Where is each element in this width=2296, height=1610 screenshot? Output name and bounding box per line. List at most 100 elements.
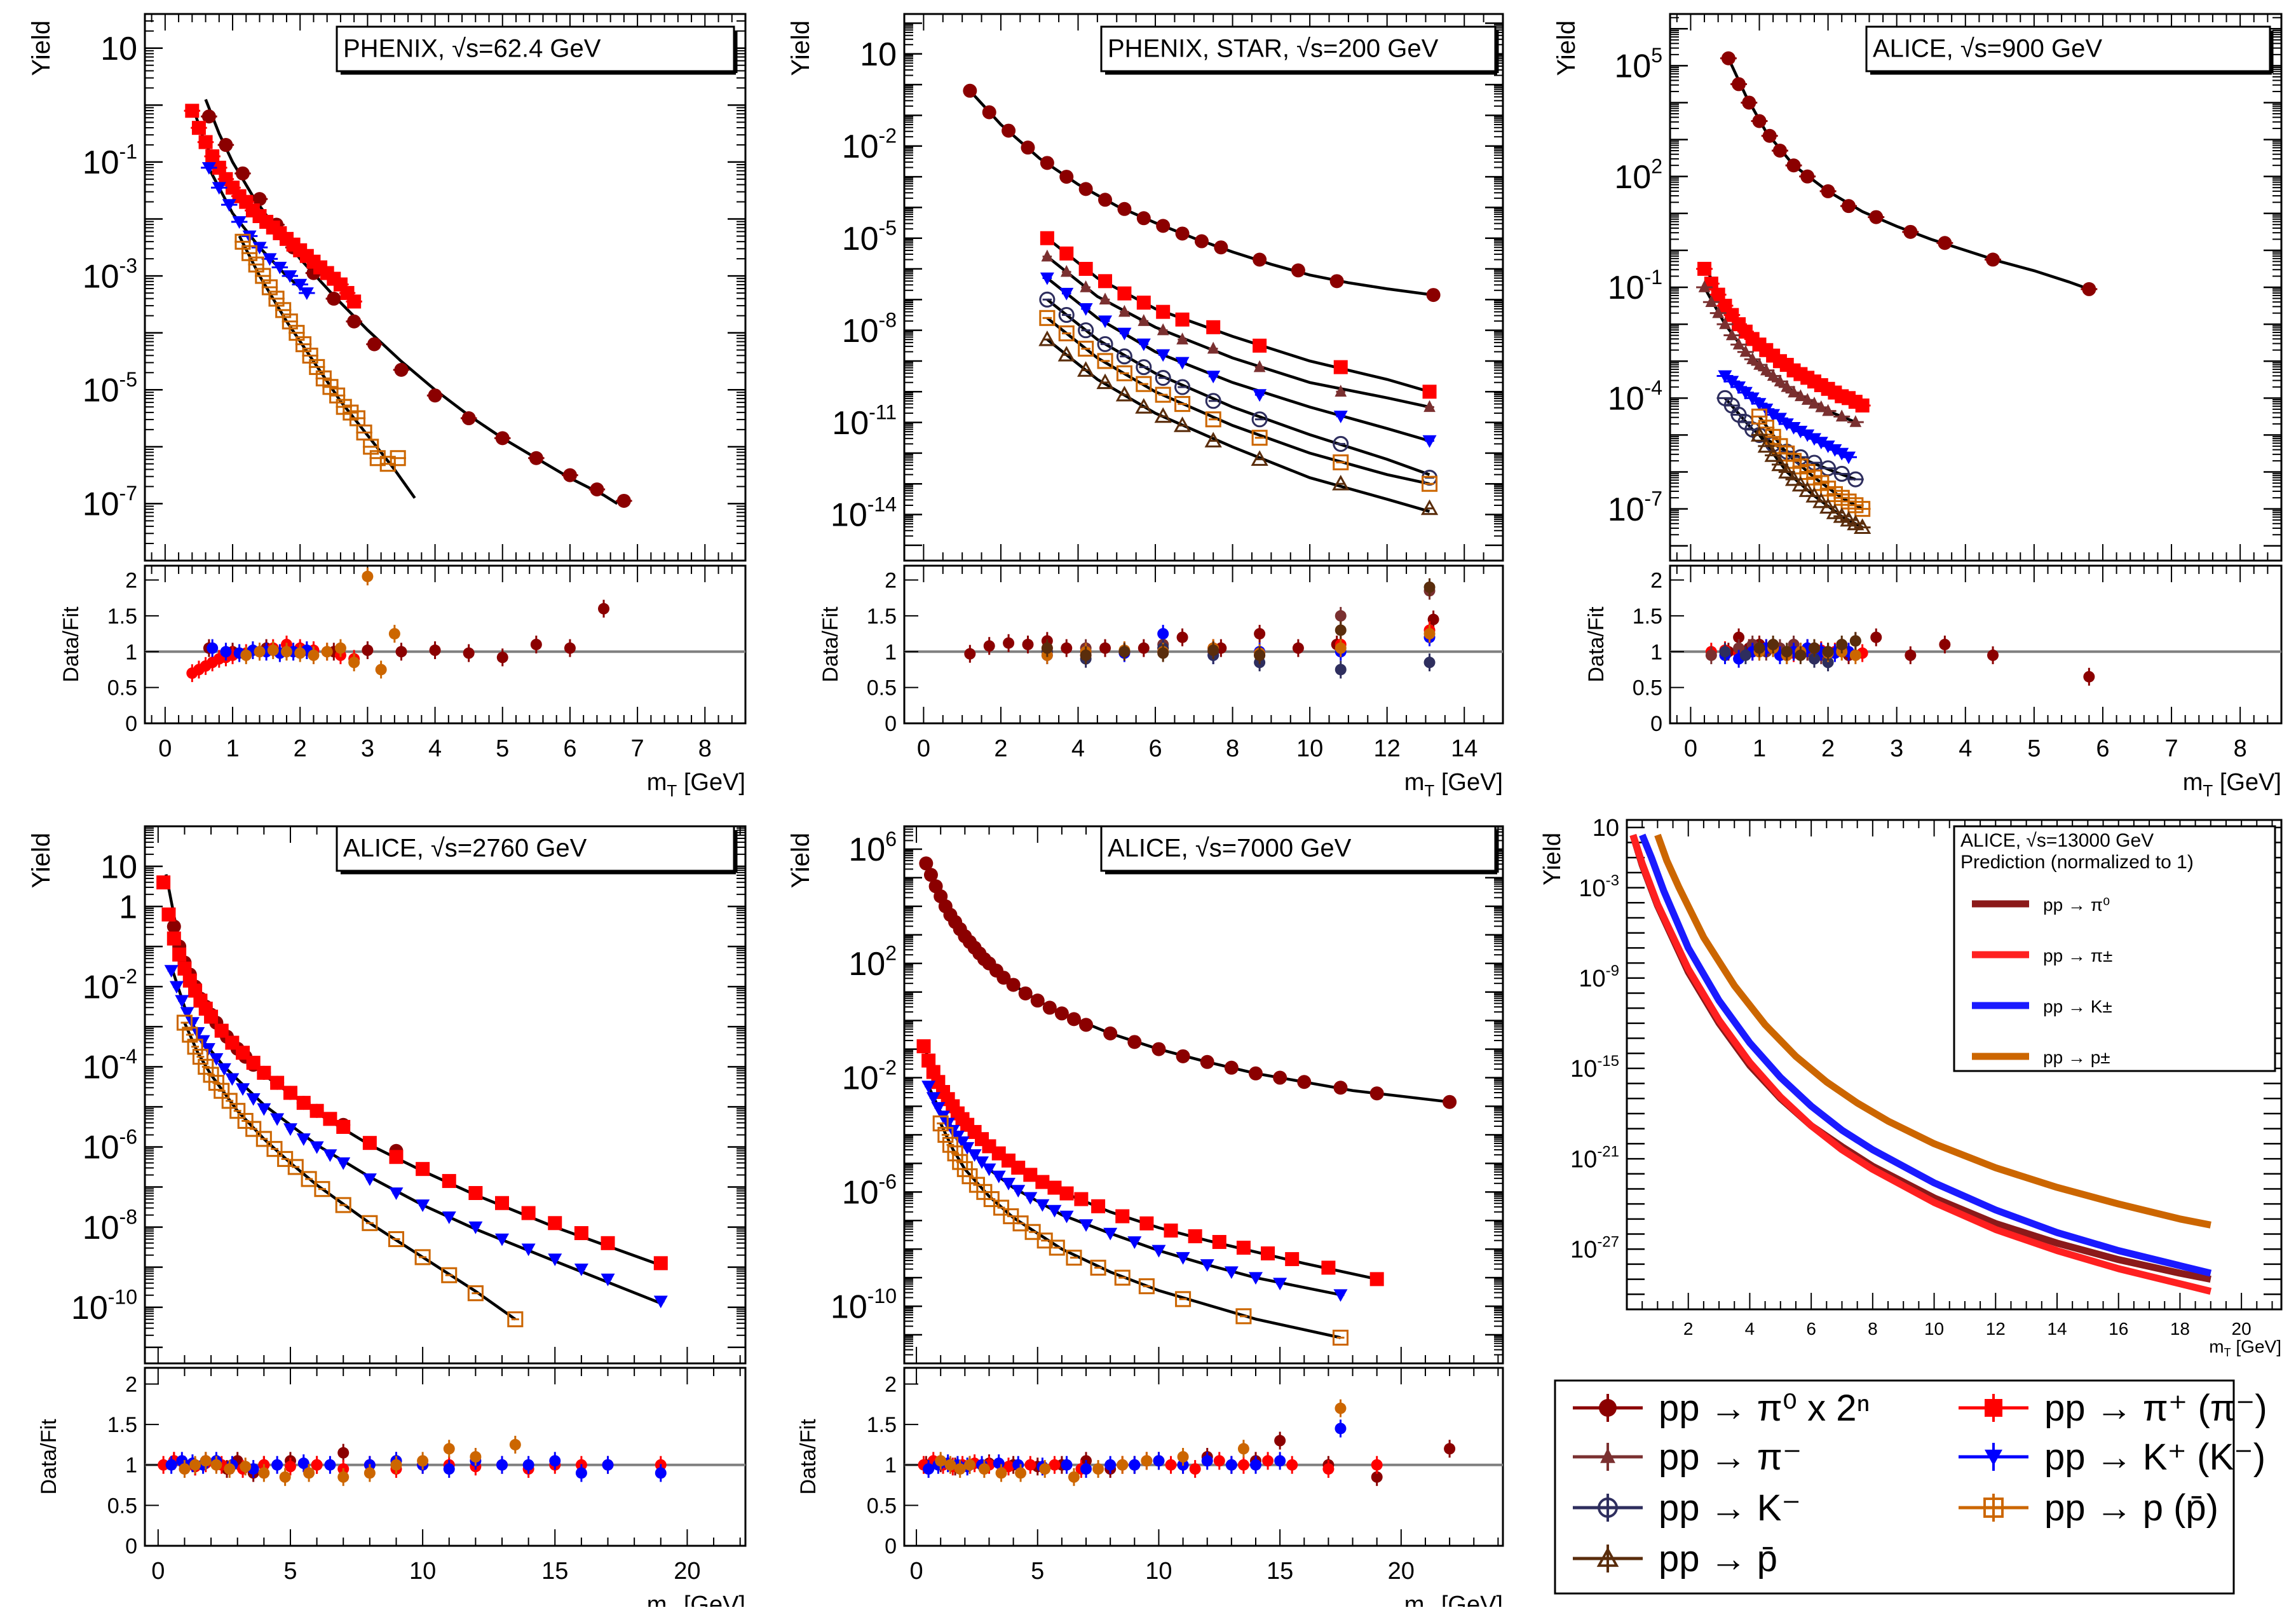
y-tick-label: 10-8 [83, 1205, 137, 1246]
ratio-point [1781, 646, 1793, 658]
ratio-point [297, 1457, 309, 1470]
data-point [1175, 226, 1190, 241]
ratio-axis-title: Data/Fit [59, 606, 83, 683]
ratio-point [324, 1459, 336, 1471]
title-box [1100, 25, 1497, 72]
data-point [257, 1065, 271, 1080]
data-point [590, 482, 604, 497]
data-point [394, 362, 409, 377]
ratio-point [1719, 646, 1731, 658]
ratio-point [1274, 1435, 1286, 1447]
ratio-point [362, 570, 374, 582]
ratio-point [1225, 1459, 1237, 1471]
ratio-point [944, 1459, 956, 1471]
ratio-y-tick-label: 0.5 [867, 676, 897, 700]
y-axis-title: Yield [27, 20, 55, 76]
y-tick-label: 10-5 [83, 368, 137, 409]
legend-label: pp → π⁰ x 2ⁿ [1659, 1388, 1870, 1429]
ratio-point [993, 1457, 1005, 1470]
ratio-y-tick-label: 0.5 [1633, 676, 1662, 700]
data-point [960, 1142, 975, 1155]
x-tick-label: 0 [917, 735, 930, 762]
x-tick-label: 4 [428, 735, 442, 762]
fit-curve [1046, 298, 1430, 476]
ratio-point [1987, 649, 1999, 661]
data-point [301, 1171, 317, 1187]
data-point [1793, 425, 1808, 439]
data-point [1251, 411, 1268, 428]
data-point [1855, 398, 1870, 413]
data-point [1001, 1178, 1016, 1190]
data-point [1047, 1180, 1062, 1195]
ratio-point [1274, 1455, 1286, 1467]
y-tick-label: 10-27 [1570, 1233, 1619, 1263]
data-point [1335, 385, 1347, 397]
data-point [283, 1123, 297, 1136]
ratio-y-tick-label: 0 [125, 1534, 137, 1559]
data-point [1753, 358, 1765, 370]
data-point [314, 1181, 330, 1197]
data-point [1807, 433, 1821, 446]
data-point [468, 1185, 483, 1200]
data-point [1156, 219, 1171, 233]
data-point [1248, 1272, 1263, 1285]
data-point [1333, 360, 1348, 374]
data-point [574, 1264, 588, 1276]
x-axis-title: mT [GeV] [647, 769, 745, 800]
data-point [283, 270, 297, 283]
x-tick-label: 5 [1031, 1558, 1044, 1585]
data-point [548, 1216, 562, 1231]
x-tick-label: 6 [1806, 1319, 1816, 1339]
data-point [1059, 1210, 1074, 1224]
data-point [296, 1133, 311, 1146]
data-point [1332, 1330, 1349, 1346]
data-point [1236, 1240, 1251, 1255]
data-point [1047, 1204, 1062, 1218]
fit-curve [204, 99, 618, 505]
y-tick-label: 10-3 [83, 254, 137, 295]
legend-label: pp → π⁺ (π⁻) [2044, 1388, 2267, 1429]
data-point [1705, 295, 1718, 307]
data-point [1771, 455, 1789, 472]
ratio-point [1080, 649, 1092, 661]
data-point [1333, 1081, 1348, 1095]
data-point [1732, 338, 1745, 350]
data-point [495, 1196, 510, 1210]
data-point [187, 1039, 203, 1055]
legend-marker [1598, 1497, 1618, 1518]
ratio-point [995, 1467, 1007, 1479]
data-point [175, 995, 189, 1008]
data-point [296, 1096, 311, 1110]
plot-frame [144, 13, 747, 562]
data-point [1200, 1259, 1214, 1272]
data-point [1251, 430, 1268, 446]
data-point [991, 1170, 1006, 1184]
data-point [1115, 1209, 1130, 1224]
data-point [1136, 211, 1151, 226]
data-point [1074, 1192, 1089, 1206]
data-point [1742, 95, 1756, 110]
ratio-axis-title: Data/Fit [819, 606, 843, 683]
data-point [1721, 51, 1736, 65]
data-point [270, 1113, 285, 1126]
data-point [574, 1226, 588, 1241]
data-point [1155, 386, 1171, 403]
x-tick-label: 7 [2164, 735, 2178, 762]
y-tick-label: 10-1 [1608, 266, 1662, 306]
data-point [1079, 1219, 1094, 1232]
fit-curve [1046, 236, 1430, 393]
data-point [266, 1141, 283, 1157]
data-point [1206, 371, 1221, 384]
data-point [1822, 404, 1834, 416]
data-point [1903, 224, 1918, 239]
data-point [923, 868, 938, 882]
data-point [1750, 426, 1769, 442]
ratio-y-tick-label: 0 [125, 712, 137, 736]
data-point [232, 216, 247, 229]
data-point [1840, 510, 1858, 527]
panel-title: ALICE, √s=13000 GeV [1960, 830, 2154, 851]
ratio-point [1335, 1402, 1347, 1414]
x-axis-title: mT [GeV] [1404, 1592, 1503, 1607]
plot-frame [903, 825, 1504, 1365]
